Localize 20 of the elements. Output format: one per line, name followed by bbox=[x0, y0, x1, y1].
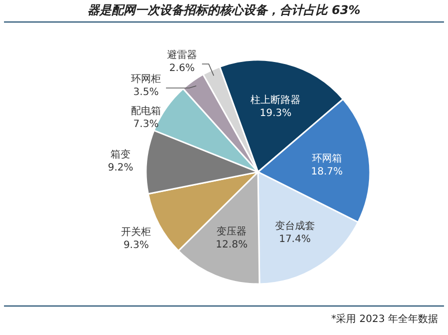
slice-label: 环网柜 bbox=[131, 73, 161, 85]
data-label: 17.4% bbox=[278, 234, 311, 245]
slice-label: 变台成套 bbox=[274, 220, 315, 232]
data-label: 7.3% bbox=[133, 119, 159, 130]
data-label: 12.8% bbox=[216, 239, 248, 250]
data-label: 3.5% bbox=[133, 87, 159, 98]
slice-label: 箱变 bbox=[110, 148, 131, 160]
slice-label: 配电箱 bbox=[131, 105, 161, 117]
data-label: 9.3% bbox=[123, 240, 149, 251]
slice-label: 环网箱 bbox=[312, 154, 342, 165]
text: *采用 2023 年全年数据 bbox=[331, 313, 438, 325]
slice-label: 变压器 bbox=[216, 225, 247, 238]
data-label: 9.2% bbox=[108, 162, 134, 174]
slice-label: 避雷器 bbox=[167, 49, 197, 61]
chart-title: 器是配网一次设备招标的核心设备，合计占比 63% bbox=[88, 3, 360, 17]
data-label: 2.6% bbox=[169, 63, 195, 74]
slice-label: 柱上断路器 bbox=[250, 94, 301, 106]
data-label: 18.7% bbox=[311, 166, 343, 178]
data-label: 19.3% bbox=[260, 108, 292, 119]
slice-label: 开关柜 bbox=[121, 226, 152, 238]
